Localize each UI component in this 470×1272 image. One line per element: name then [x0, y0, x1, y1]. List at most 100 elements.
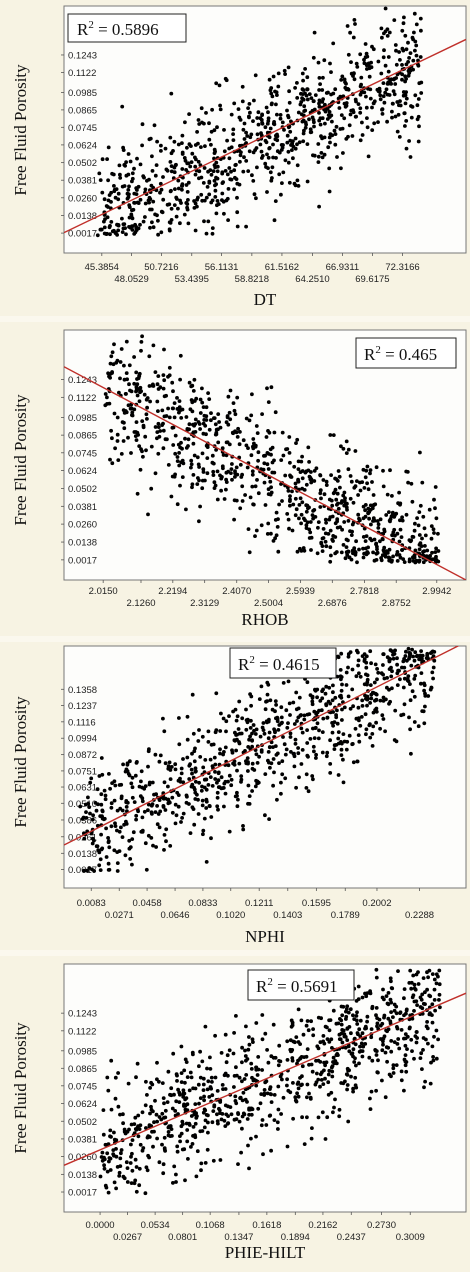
data-point [185, 205, 190, 210]
data-point [321, 1082, 326, 1086]
data-point [173, 1109, 178, 1113]
data-point [374, 967, 379, 972]
data-point [116, 223, 121, 227]
data-point [209, 200, 214, 205]
data-point [400, 518, 405, 523]
data-point [345, 1004, 350, 1009]
data-point [113, 824, 118, 828]
data-point [139, 447, 143, 451]
data-point [345, 1038, 350, 1042]
data-point [147, 354, 152, 359]
data-point [262, 461, 267, 466]
data-point [233, 163, 238, 168]
data-point [118, 376, 122, 381]
data-point [247, 802, 252, 806]
data-point [408, 539, 413, 544]
data-point [375, 1021, 380, 1026]
data-point [180, 475, 185, 479]
data-point [210, 1120, 215, 1125]
data-point [211, 742, 216, 747]
data-point [344, 81, 348, 86]
data-point [158, 753, 163, 758]
data-point [132, 381, 137, 386]
data-point [229, 471, 233, 475]
data-point [127, 184, 131, 189]
data-point [149, 444, 154, 449]
data-point [428, 554, 432, 558]
data-point [161, 197, 166, 202]
data-point [341, 543, 346, 547]
data-point [196, 739, 201, 743]
data-point [150, 169, 155, 173]
data-point [357, 739, 362, 744]
data-point [351, 35, 356, 40]
data-point [260, 412, 264, 416]
data-point [209, 142, 213, 147]
data-point [392, 1040, 397, 1044]
data-point [109, 1058, 114, 1063]
data-point [197, 122, 202, 126]
data-point [274, 716, 278, 721]
data-point [215, 795, 220, 800]
data-point [167, 415, 172, 420]
data-point [214, 182, 219, 187]
data-point [176, 206, 180, 211]
data-point [137, 387, 142, 392]
data-point [387, 659, 392, 664]
data-point [215, 203, 219, 208]
data-point [190, 692, 195, 697]
data-point [276, 549, 281, 554]
data-point [240, 716, 245, 721]
data-point [396, 969, 400, 973]
data-point [339, 78, 344, 82]
data-point [197, 465, 202, 469]
data-point [140, 419, 145, 423]
data-point [339, 688, 344, 693]
data-point [119, 1148, 124, 1152]
y-tick-label: 0.0865 [68, 105, 97, 116]
x-tick-label: 0.1789 [331, 910, 360, 921]
data-point [321, 1034, 326, 1038]
data-point [338, 668, 343, 672]
data-point [401, 685, 406, 690]
data-point [312, 124, 316, 129]
data-point [159, 143, 163, 148]
data-point [349, 1074, 353, 1079]
data-point [142, 809, 147, 814]
data-point [255, 116, 260, 120]
data-point [273, 89, 277, 94]
data-point [380, 995, 385, 1000]
data-point [101, 1132, 106, 1137]
data-point [274, 703, 278, 707]
data-point [312, 508, 317, 512]
data-point [286, 679, 291, 684]
data-point [242, 121, 247, 126]
data-point [226, 1114, 231, 1118]
data-point [415, 1003, 419, 1007]
data-point [107, 225, 112, 230]
data-point [238, 159, 242, 164]
scatter-points [103, 334, 441, 565]
data-point [381, 94, 386, 99]
data-point [300, 92, 305, 96]
data-point [394, 48, 398, 53]
data-point [331, 1008, 336, 1013]
data-point [388, 468, 392, 473]
data-point [286, 149, 291, 154]
data-point [360, 1031, 365, 1036]
data-point [276, 1127, 280, 1131]
data-point [218, 1111, 222, 1115]
data-point [300, 748, 305, 752]
data-point [373, 1048, 378, 1052]
data-point [340, 1013, 345, 1018]
data-point [260, 725, 265, 730]
data-point [333, 87, 338, 92]
data-point [108, 372, 113, 376]
data-point [269, 91, 274, 96]
data-point [336, 736, 341, 741]
data-point [230, 477, 234, 482]
data-point [326, 1072, 331, 1077]
data-point [426, 1041, 430, 1046]
data-point [331, 91, 336, 96]
data-point [291, 502, 296, 507]
